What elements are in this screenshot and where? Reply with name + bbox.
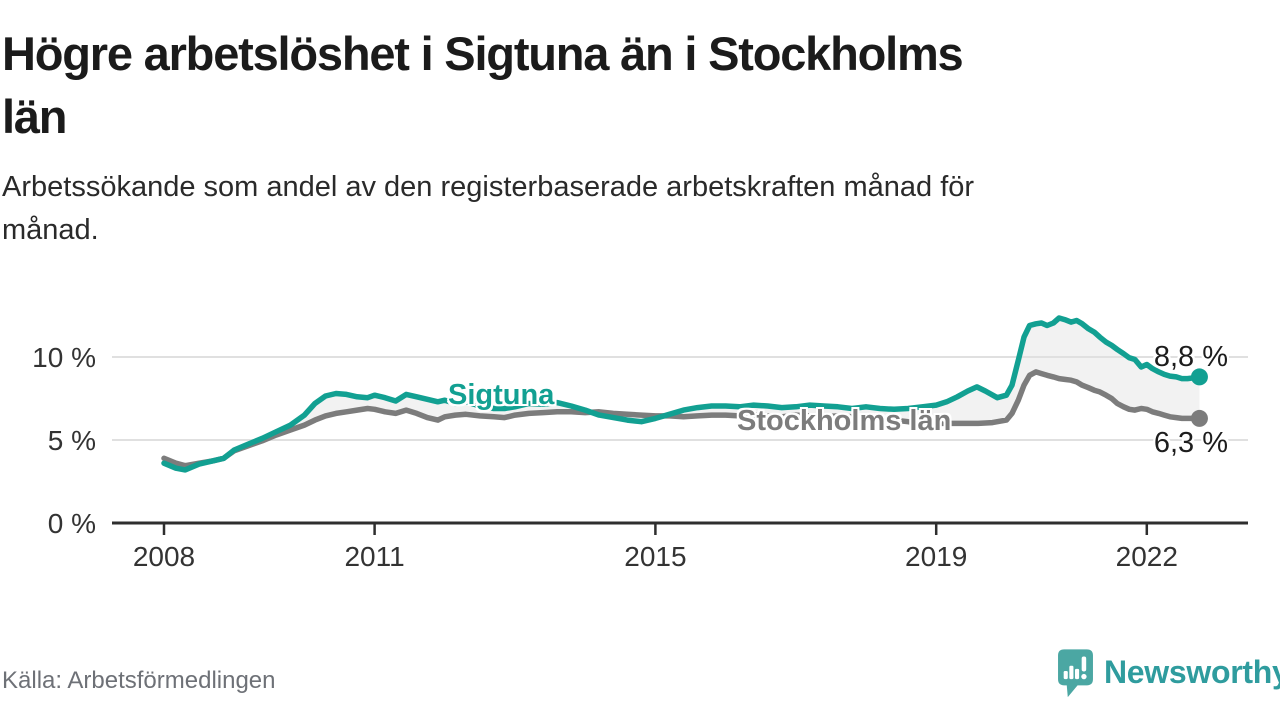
series-line-sigtuna: [161, 315, 1203, 473]
page-title-line1: Högre arbetslöshet i Sigtuna än i Stockh…: [2, 27, 964, 80]
x-tick-label-2015: 2015: [624, 541, 686, 572]
fill-between-series: [164, 317, 1200, 470]
page-title-line2: län: [2, 90, 68, 143]
x-tick-label-2019: 2019: [905, 541, 967, 572]
series-label-stockholms-lan: Stockholms län: [737, 405, 952, 437]
end-value-label-stockholms-lan: 6,3 %: [1153, 427, 1228, 459]
x-tick-label-2008: 2008: [133, 541, 195, 572]
x-tick-label-2022: 2022: [1116, 541, 1178, 572]
chart-subtitle-line2: månad.: [2, 214, 99, 246]
end-value-label-sigtuna: 8,8 %: [1153, 341, 1228, 373]
y-tick-label-10: 10 %: [32, 342, 96, 373]
page-title: Högre arbetslöshet i Sigtuna än i Stockh…: [2, 22, 964, 148]
bar-chart-speech-bubble-icon: [1058, 649, 1093, 698]
chart-subtitle: Arbetssökande som andel av den registerb…: [2, 166, 974, 252]
x-tick-label-2011: 2011: [344, 541, 404, 572]
source-note: Källa: Arbetsförmedlingen: [2, 667, 276, 694]
y-tick-label-5: 5 %: [48, 425, 96, 456]
newsworthy-logo: Newsworthy: [1057, 648, 1280, 698]
newsworthy-wordmark: Newsworthy: [1104, 654, 1280, 690]
series-label-sigtuna: Sigtuna: [448, 379, 555, 411]
y-tick-label-0: 0 %: [48, 508, 96, 539]
chart-subtitle-line1: Arbetssökande som andel av den registerb…: [2, 171, 975, 203]
series-line-stockholms-län: [161, 369, 1203, 469]
end-dot-sigtuna: [1190, 368, 1208, 386]
end-dot-stockholms-län: [1190, 409, 1208, 427]
